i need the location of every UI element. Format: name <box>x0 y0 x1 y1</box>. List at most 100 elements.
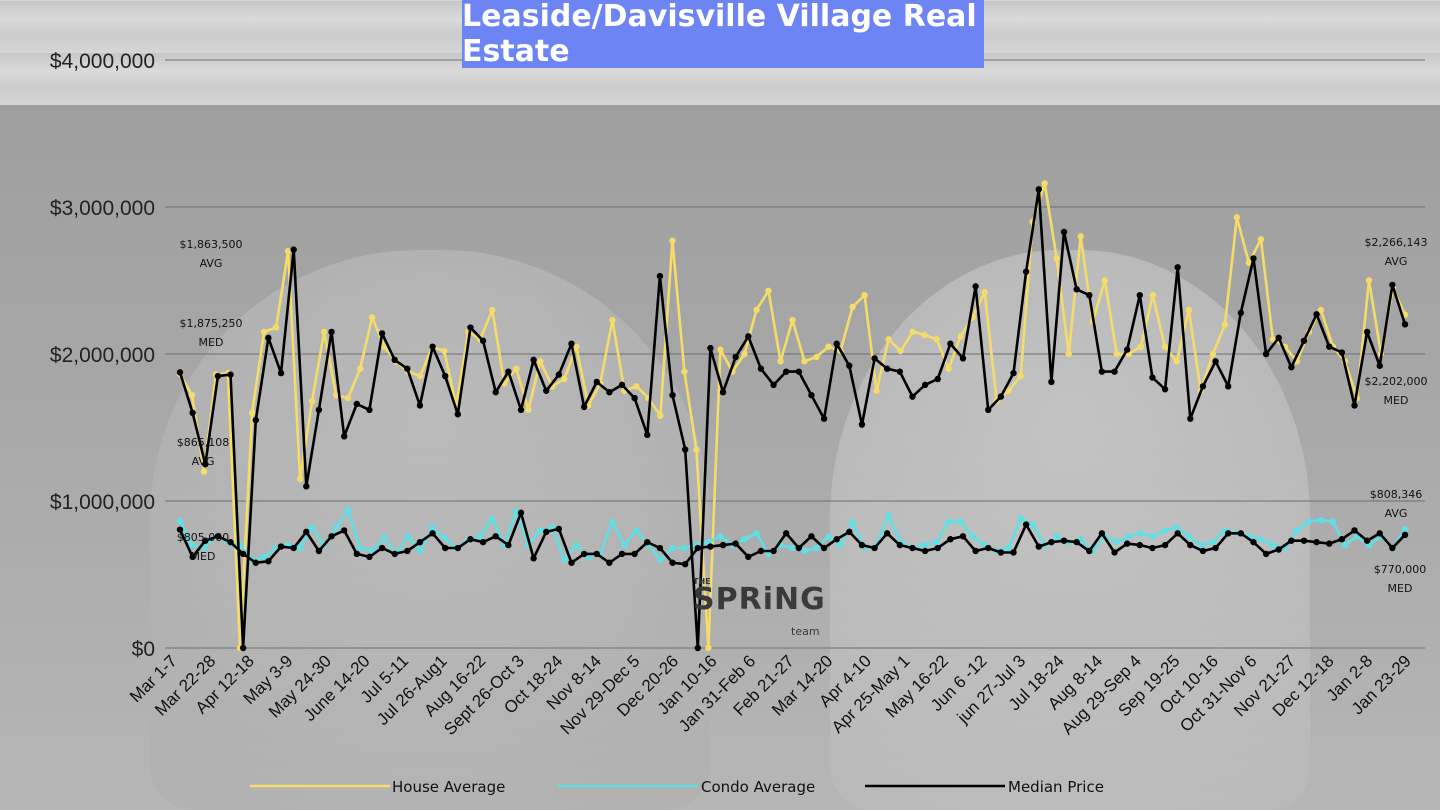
series-3-point-63 <box>972 547 979 555</box>
series-0-point-90 <box>1257 236 1265 243</box>
series-3-point-71 <box>1073 538 1080 546</box>
series-2-point-38 <box>656 272 664 280</box>
series-2-point-85 <box>1250 255 1257 262</box>
series-2-point-60 <box>934 375 941 383</box>
series-1-point-94 <box>1305 518 1313 525</box>
series-3-point-85 <box>1250 538 1257 546</box>
series-0-point-83 <box>1173 358 1181 365</box>
series-2-point-68 <box>1035 186 1042 193</box>
series-2-point-49 <box>795 368 803 375</box>
series-0-point-57 <box>861 292 868 299</box>
series-0-point-41 <box>669 237 676 245</box>
series-0-point-7 <box>260 328 268 336</box>
series-3-point-61 <box>947 536 954 543</box>
series-3-point-47 <box>770 547 777 555</box>
series-2-point-55 <box>871 355 878 362</box>
series-3-point-92 <box>1338 536 1346 543</box>
series-3-point-39 <box>669 559 676 566</box>
series-2-point-92 <box>1338 349 1346 356</box>
series-2-point-86 <box>1262 350 1270 358</box>
series-1-point-70 <box>1017 515 1024 522</box>
series-2-point-76 <box>1136 292 1143 299</box>
series-0-point-81 <box>1149 292 1156 299</box>
series-2-point-74 <box>1111 368 1118 375</box>
series-1-point-13 <box>332 524 340 531</box>
series-1-point-63 <box>933 538 940 546</box>
series-1-point-64 <box>945 518 952 525</box>
series-2-point-81 <box>1199 383 1207 390</box>
series-1-point-62 <box>921 541 928 549</box>
series-1-point-65 <box>957 518 964 525</box>
series-2-point-21 <box>442 372 449 380</box>
series-3-point-79 <box>1174 530 1181 537</box>
series-3-point-34 <box>606 559 613 566</box>
series-2-point-83 <box>1224 383 1232 390</box>
series-3-point-21 <box>442 544 449 552</box>
series-2-point-26 <box>505 368 512 375</box>
series-2-point-58 <box>909 393 916 400</box>
series-0-point-86 <box>1209 350 1217 358</box>
series-0-point-14 <box>344 394 352 402</box>
series-3-point-52 <box>833 536 840 543</box>
series-1-point-83 <box>1173 524 1181 531</box>
series-1-point-52 <box>801 547 808 555</box>
series-1-point-33 <box>573 541 580 549</box>
series-1-point-59 <box>885 512 892 519</box>
annotation-6-line-1: AVG <box>1385 507 1408 520</box>
series-0-point-88 <box>1233 214 1241 221</box>
series-2-point-18 <box>404 365 411 372</box>
legend-label-0: House Average <box>392 778 505 796</box>
y-tick-label-1: $1,000,000 <box>50 491 155 514</box>
series-2-point-70 <box>1060 228 1068 236</box>
series-0-point-9 <box>284 247 292 255</box>
series-0-point-54 <box>825 343 832 350</box>
series-0-point-30 <box>537 358 544 365</box>
series-3-point-95 <box>1376 530 1383 537</box>
series-3-point-51 <box>820 544 828 552</box>
series-1-point-96 <box>1329 518 1337 525</box>
series-3-point-87 <box>1275 546 1282 553</box>
series-3-point-10 <box>303 528 310 536</box>
series-3-point-66 <box>1010 549 1017 556</box>
series-1-point-95 <box>1317 516 1325 524</box>
series-3-point-59 <box>921 547 929 555</box>
series-3-point-80 <box>1187 541 1194 549</box>
series-line-2 <box>178 188 1407 650</box>
series-1-point-42 <box>681 544 688 552</box>
series-2-point-22 <box>454 411 462 418</box>
series-2-point-2 <box>202 461 209 468</box>
series-1-point-81 <box>1149 533 1156 540</box>
series-2-point-56 <box>884 365 891 372</box>
series-3-point-4 <box>227 538 234 546</box>
series-2-point-42 <box>707 344 714 352</box>
series-2 <box>176 186 1409 652</box>
series-2-point-40 <box>681 446 689 453</box>
series-1-point-78 <box>1113 538 1120 546</box>
series-0-point-17 <box>380 343 388 350</box>
series-0-point-99 <box>1365 277 1373 284</box>
series-2-point-65 <box>997 393 1005 400</box>
series-1-point-26 <box>489 515 496 522</box>
series-3-point-75 <box>1123 540 1131 547</box>
series-2-point-77 <box>1149 374 1156 381</box>
series-1-point-80 <box>1137 530 1144 537</box>
series-3-point-37 <box>644 538 651 546</box>
series-3-point-5 <box>239 550 247 558</box>
series-2-point-27 <box>517 406 525 414</box>
series-0-point-58 <box>873 387 880 394</box>
series-3-point-13 <box>340 527 348 534</box>
series-2-point-50 <box>808 391 815 399</box>
chart-title: Leaside/Davisville Village Real Estate <box>462 0 984 69</box>
series-3-point-56 <box>884 530 891 537</box>
series-2-point-93 <box>1351 402 1358 409</box>
series-3-point-86 <box>1262 550 1270 558</box>
series-3-point-31 <box>568 559 575 566</box>
series-1-point-56 <box>849 518 856 525</box>
series-0-point-72 <box>1041 180 1048 187</box>
series-2-point-3 <box>214 372 222 380</box>
series-line-0 <box>178 182 1407 650</box>
series-0-point-1 <box>188 391 196 399</box>
series-3-point-32 <box>580 550 588 558</box>
series-3-point-28 <box>530 555 537 562</box>
series-0-point-52 <box>801 358 808 365</box>
